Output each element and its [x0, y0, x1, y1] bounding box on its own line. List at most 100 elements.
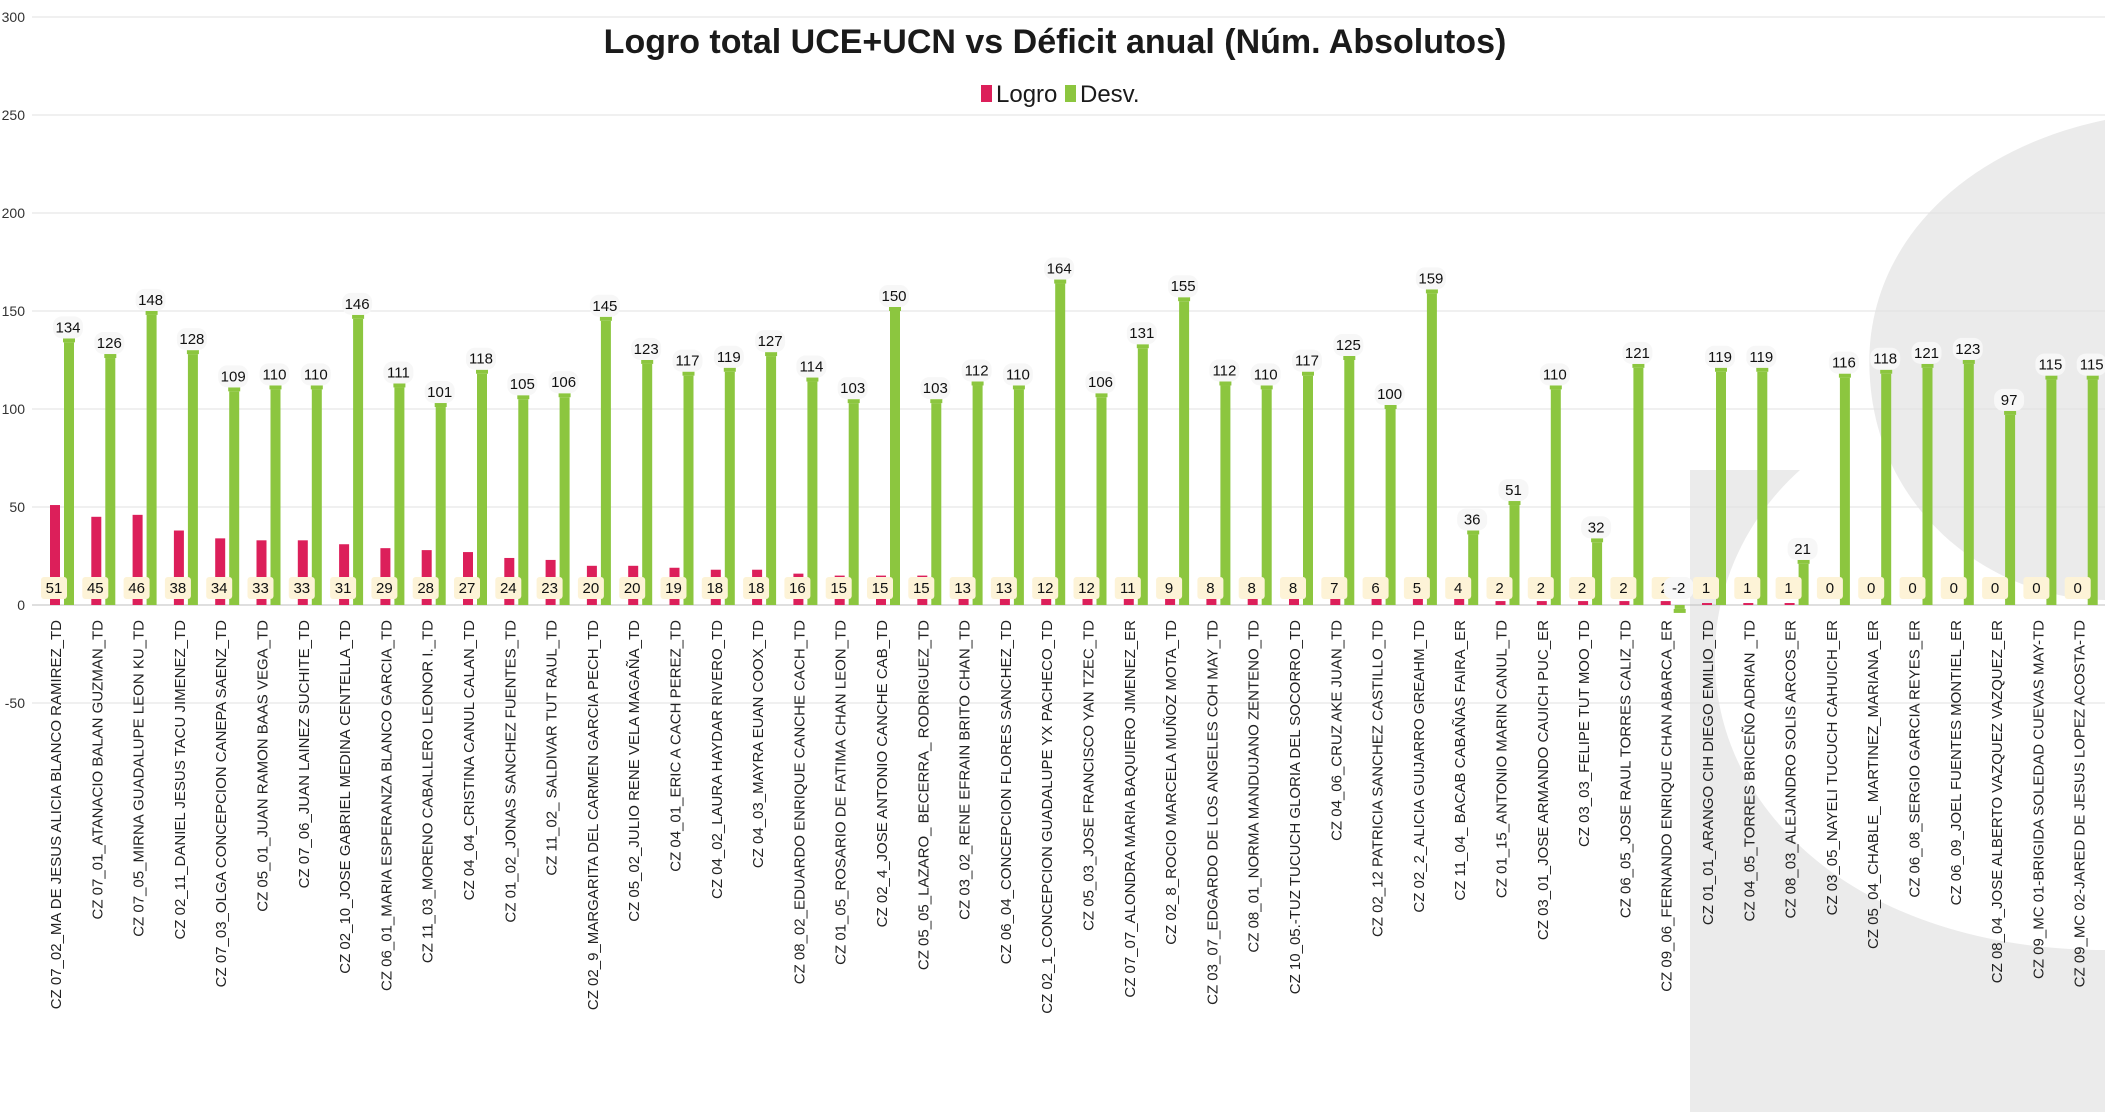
data-label-desv-box — [176, 328, 207, 351]
data-label-logro: 24 — [500, 580, 517, 597]
data-label-logro: 28 — [417, 580, 434, 597]
data-label-logro: 0 — [1991, 580, 1999, 597]
data-label-desv-box — [300, 363, 331, 386]
data-label-logro-box — [825, 577, 852, 599]
data-label-logro-box — [371, 577, 398, 599]
bar-desv-cap — [1219, 381, 1232, 386]
bar-desv — [1592, 542, 1603, 605]
bar-desv-cap — [1384, 405, 1397, 409]
data-label-desv-box — [2076, 353, 2105, 376]
data-label-logro-box — [2064, 577, 2091, 599]
bar-logro — [1660, 601, 1671, 605]
bar-desv-cap — [104, 354, 117, 359]
data-label-logro-box — [1445, 577, 1472, 599]
data-label-desv-box — [1911, 341, 1942, 364]
category-label: CZ 11_02_ SALDIVAR TUT RAUL_TD — [544, 620, 561, 876]
category-label: CZ 06_01_MARIA ESPERANZA BLANCO GARCIA_T… — [378, 620, 395, 991]
data-label-logro-box — [123, 577, 150, 599]
data-label-logro: 15 — [913, 580, 930, 597]
data-label-logro: 46 — [128, 580, 145, 597]
bar-desv — [311, 389, 322, 605]
bar-desv-cap — [2004, 410, 2017, 415]
bar-desv-cap — [971, 381, 984, 386]
bar-desv — [890, 311, 900, 605]
data-label-desv-box — [796, 355, 827, 378]
bar-desv — [1303, 375, 1313, 605]
bar-desv-cap — [1632, 363, 1645, 368]
data-label-desv: 115 — [2038, 357, 2062, 374]
data-label-desv-box — [1663, 577, 1694, 599]
data-label-desv-box — [1044, 257, 1075, 280]
data-label-desv-box — [1746, 345, 1777, 368]
category-label: CZ 07_01_ATANACIO BALAN GUZMAN_TD — [89, 620, 106, 920]
bar-desv — [724, 371, 735, 605]
data-label-logro: 33 — [252, 580, 269, 597]
data-label-desv-box — [1705, 345, 1735, 368]
data-label-desv-box — [1126, 322, 1157, 345]
category-label: CZ 04_06_CRUZ AKE JUAN_TD — [1328, 620, 1345, 841]
data-label-logro: 1 — [1702, 580, 1710, 597]
data-label-logro-box — [743, 577, 770, 599]
bar-desv — [1757, 371, 1768, 605]
bars — [50, 279, 2099, 613]
data-label-logro-box — [164, 577, 191, 599]
y-tick-label: 50 — [9, 499, 25, 515]
bar-desv — [518, 399, 529, 605]
data-label-desv: 110 — [1543, 366, 1567, 383]
bar-desv-cap — [1260, 385, 1273, 390]
data-label-desv: 121 — [1625, 345, 1650, 362]
data-label-desv: 100 — [1377, 386, 1402, 403]
category-label: CZ 02_12 PATRICIA SANCHEZ CASTILLO_TD — [1370, 620, 1387, 937]
data-label-desv-box — [837, 377, 868, 400]
data-label-logro-box — [990, 577, 1017, 599]
bar-desv — [807, 381, 818, 605]
category-label: CZ 06_05_JOSE RAUL TORRES CALIZ_TD — [1617, 620, 1634, 918]
category-label: CZ 04_02_LAURA HAYDAR RIVERO_TD — [709, 620, 726, 899]
data-label-desv: 51 — [1505, 482, 1522, 499]
data-label-logro-box — [1486, 577, 1513, 599]
data-label-desv: 117 — [676, 353, 700, 370]
data-label-logro: 0 — [1908, 580, 1916, 597]
data-label-logro: 51 — [46, 580, 63, 597]
data-label-logro: 20 — [583, 580, 600, 597]
category-label: CZ 03_03_FELIPE TUT MOO_TD — [1576, 620, 1593, 847]
bar-desv-cap — [228, 387, 241, 392]
bar-desv — [1261, 389, 1272, 605]
category-label: CZ 02_1_CONCEPCION GUADALUPE YX PACHECO_… — [1039, 620, 1056, 1014]
data-label-logro-box — [577, 577, 604, 599]
data-label-desv-box — [631, 337, 662, 360]
category-label: CZ 07_03_OLGA CONCEPCION CANEPA SAENZ_TD — [213, 620, 230, 988]
bar-desv-cap — [63, 338, 75, 343]
data-label-logro: 0 — [2032, 580, 2040, 597]
data-label-logro: 2 — [1578, 580, 1586, 597]
data-label-logro: 4 — [1454, 580, 1462, 597]
data-label-desv-box — [879, 285, 909, 307]
category-label: CZ 07_06_JUAN LAINEZ SUCHITE_TD — [296, 620, 313, 889]
data-label-logro-box — [1734, 577, 1761, 599]
data-label-logro-box — [1693, 577, 1719, 599]
data-label-desv-box — [1581, 516, 1612, 539]
data-label-desv-box — [1457, 508, 1488, 531]
bar-logro — [339, 544, 350, 605]
data-label-desv: 115 — [2080, 357, 2104, 374]
bar-desv — [187, 354, 198, 605]
bar-desv — [353, 318, 364, 605]
bar-desv — [1633, 367, 1644, 605]
data-label-logro-box — [1362, 577, 1389, 599]
data-label-desv-box — [755, 330, 786, 353]
data-label-logro-box — [41, 577, 67, 599]
bar-desv-cap — [847, 399, 860, 404]
bar-desv — [1963, 363, 1974, 605]
bar-desv-cap — [1508, 501, 1521, 506]
bar-desv-cap — [476, 369, 488, 374]
data-label-logro-box — [206, 577, 233, 599]
bar-desv — [1013, 389, 1024, 605]
data-label-logro: 7 — [1330, 580, 1338, 597]
data-label-logro-box — [1982, 577, 2009, 599]
bar-desv-cap — [1095, 393, 1108, 398]
bar-desv-cap — [393, 383, 406, 388]
bar-desv — [394, 387, 405, 605]
bar-desv — [2005, 414, 2016, 605]
category-label: CZ 04_05_TORRES BRICEÑO ADRIAN _TD — [1741, 620, 1758, 922]
bar-desv — [1055, 283, 1066, 605]
